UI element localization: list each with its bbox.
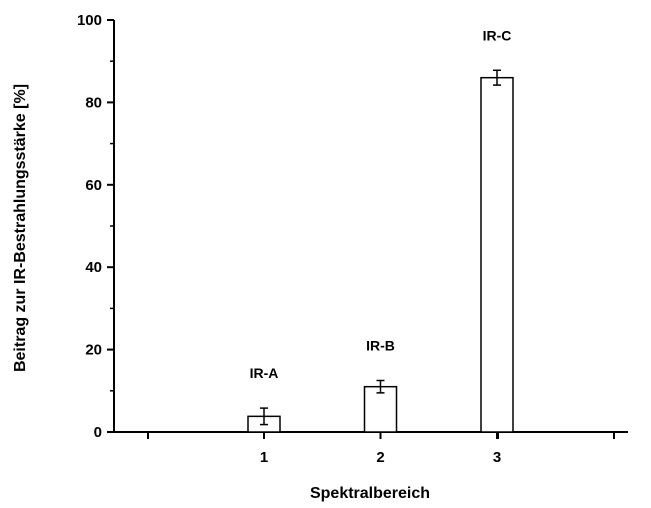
labels: IR-A IR-B IR-C — [250, 27, 512, 381]
y-tick-label: 80 — [85, 94, 102, 111]
y-tick-label: 100 — [77, 12, 102, 29]
y-tick-label: 60 — [85, 177, 102, 194]
data-label: IR-C — [483, 27, 512, 43]
bars — [247, 69, 514, 433]
y-tick-label: 20 — [85, 342, 102, 359]
data-label: IR-B — [366, 338, 395, 354]
y-tick-label: 0 — [94, 424, 102, 441]
axes: 0 20 40 60 80 100 1 2 3 — [77, 12, 628, 466]
x-axis-title: Spektralbereich — [310, 485, 430, 502]
x-tick-label: 1 — [260, 449, 268, 466]
data-label: IR-A — [250, 365, 279, 381]
bar — [480, 76, 514, 433]
x-tick-label: 2 — [376, 449, 384, 466]
x-tick-label: 3 — [493, 449, 501, 466]
y-axis-title: Beitrag zur IR-Bestrahlungsstärke [%] — [12, 84, 29, 372]
y-tick-label: 40 — [85, 259, 102, 276]
